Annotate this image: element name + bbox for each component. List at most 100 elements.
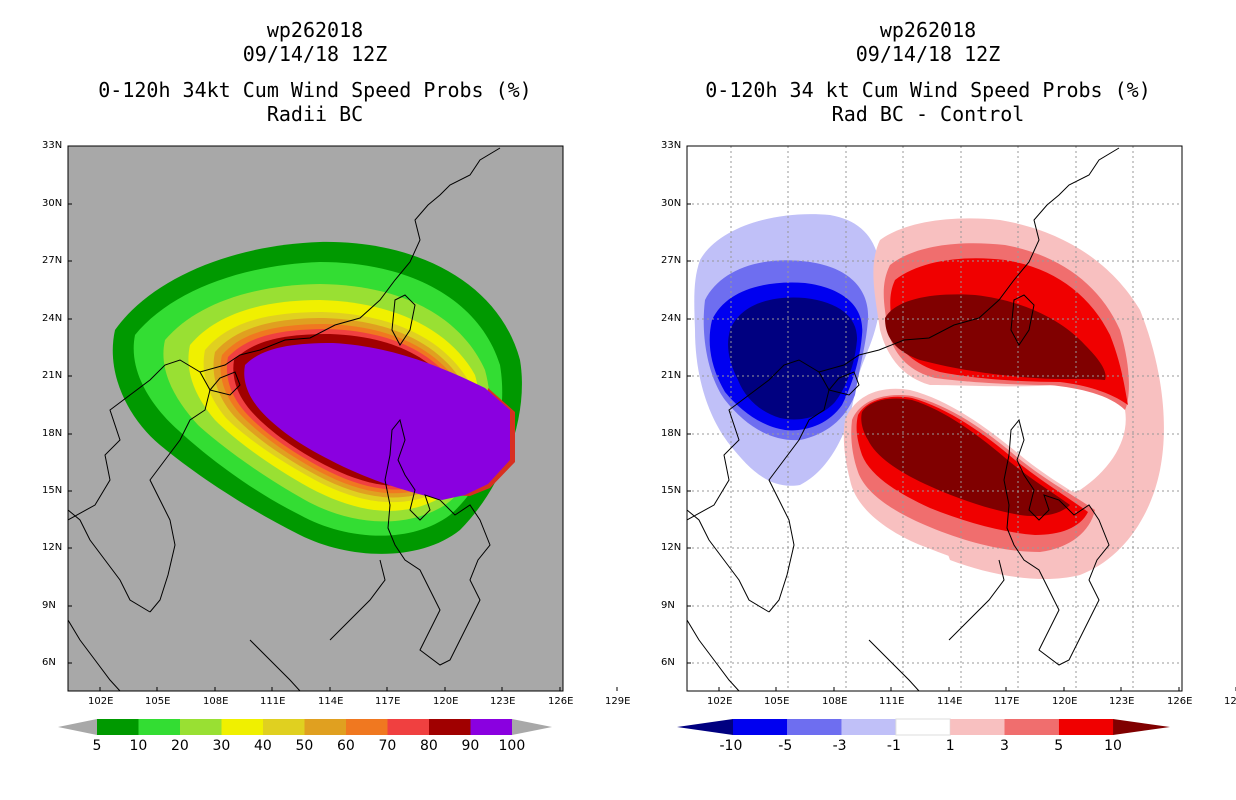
- left-lon-label: 117E: [375, 696, 401, 707]
- right-colorbar-label: -5: [778, 738, 793, 754]
- left-colorbar-swatch: [429, 719, 471, 735]
- left-colorbar-label: 40: [254, 738, 272, 754]
- left-lat-label: 12N: [42, 542, 63, 553]
- left-lat-label: 15N: [42, 485, 63, 496]
- left-lon-label: 102E: [88, 696, 114, 707]
- right-lon-label: 108E: [822, 696, 848, 707]
- right-lon-label: 126E: [1167, 696, 1193, 707]
- left-colorbar-swatch: [180, 719, 222, 735]
- left-colorbar-swatch: [221, 719, 263, 735]
- right-lat-label: 30N: [661, 198, 682, 209]
- left-colorbar-swatch: [263, 719, 305, 735]
- right-colorbar-label: -1: [886, 738, 901, 754]
- right-colorbar-label: 10: [1104, 738, 1122, 754]
- right-lon-label: 120E: [1052, 696, 1078, 707]
- right-colorbar-swatch: [950, 719, 1005, 735]
- left-lon-label: 114E: [318, 696, 344, 707]
- left-lat-label: 33N: [42, 140, 63, 151]
- right-colorbar-label: 3: [1000, 738, 1009, 754]
- left-map: [67, 145, 564, 692]
- right-colorbar-swatch: [733, 719, 788, 735]
- blue-contour-10: [728, 297, 858, 420]
- left-lat-label: 6N: [42, 657, 56, 668]
- left-lat-label: 24N: [42, 313, 63, 324]
- left-colorbar-label: 50: [295, 738, 314, 754]
- right-lon-label: 114E: [937, 696, 963, 707]
- left-map-frame: [67, 145, 564, 692]
- right-map: [686, 145, 1183, 692]
- left-colorbar-label: 60: [337, 738, 355, 754]
- left-colorbar-label: 30: [212, 738, 231, 754]
- left-colorbar-swatch: [346, 719, 388, 735]
- left-title-line3: 0-120h 34kt Cum Wind Speed Probs (%): [98, 78, 532, 102]
- right-lat-label: 9N: [661, 600, 675, 611]
- left-colorbar-swatch: [387, 719, 429, 735]
- left-lon-label: 126E: [548, 696, 574, 707]
- left-title-line4: Radii BC: [266, 102, 364, 126]
- contour-100: [244, 343, 510, 500]
- left-lat-label: 30N: [42, 198, 63, 209]
- right-colorbar-arrow-low: [677, 719, 733, 735]
- left-title: wp262018 09/14/18 12Z 0-120h 34kt Cum Wi…: [35, 18, 595, 126]
- right-lon-label: 105E: [764, 696, 790, 707]
- right-colorbar-label: 1: [945, 738, 955, 754]
- right-title: wp262018 09/14/18 12Z 0-120h 34 kt Cum W…: [648, 18, 1208, 126]
- left-title-line2: 09/14/18 12Z: [242, 42, 388, 66]
- right-colorbar-swatch: [841, 719, 896, 735]
- left-lon-label: 111E: [260, 696, 286, 707]
- left-colorbar-label: 100: [498, 738, 526, 754]
- left-lon-label: 129E: [605, 696, 631, 707]
- right-colorbar-arrow-high: [1113, 719, 1170, 735]
- left-lon-label: 123E: [490, 696, 516, 707]
- left-lat-label: 21N: [42, 370, 63, 381]
- right-colorbar-label: 5: [1054, 738, 1064, 754]
- right-colorbar-swatch: [895, 718, 951, 736]
- left-colorbar-swatch: [304, 719, 346, 735]
- left-colorbar-swatch: [138, 719, 180, 735]
- left-colorbar: [58, 719, 552, 735]
- left-title-line1: wp262018: [266, 18, 364, 42]
- right-lon-label: 117E: [994, 696, 1020, 707]
- left-colorbar-label: 80: [420, 738, 438, 754]
- left-coastlines: [68, 147, 501, 691]
- left-lat-label: 9N: [42, 600, 56, 611]
- right-title-line1: wp262018: [879, 18, 977, 42]
- left-lon-label: 120E: [433, 696, 459, 707]
- left-colorbar-label: 90: [461, 738, 480, 754]
- right-lon-label: 123E: [1109, 696, 1135, 707]
- left-lat-label: 18N: [42, 428, 63, 439]
- right-title-line3: 0-120h 34 kt Cum Wind Speed Probs (%): [705, 78, 1151, 102]
- right-colorbar-label: -10: [719, 738, 743, 754]
- left-colorbar-label: 20: [171, 738, 189, 754]
- right-lat-label: 6N: [661, 657, 675, 668]
- right-map-frame: [686, 145, 1183, 692]
- left-colorbar-swatch: [97, 719, 139, 735]
- right-colorbar-swatch: [1058, 719, 1114, 735]
- right-lat-label: 27N: [661, 255, 682, 266]
- left-colorbar-label: 5: [92, 738, 102, 754]
- right-lon-label: 129E: [1224, 696, 1236, 707]
- left-lat-label: 27N: [42, 255, 63, 266]
- right-lat-label: 15N: [661, 485, 682, 496]
- right-colorbar-swatch: [1004, 719, 1059, 735]
- right-title-line2: 09/14/18 12Z: [855, 42, 1001, 66]
- left-colorbar-arrow-high: [512, 719, 552, 735]
- left-colorbar-label: 10: [129, 738, 148, 754]
- right-lon-label: 111E: [879, 696, 905, 707]
- left-colorbar-swatch: [470, 719, 512, 735]
- left-colorbar-label: 70: [378, 738, 397, 754]
- right-coastlines: [687, 147, 1120, 691]
- right-lat-label: 12N: [661, 542, 682, 553]
- right-lat-label: 18N: [661, 428, 682, 439]
- right-colorbar-label: -3: [832, 738, 847, 754]
- right-colorbar: [677, 718, 1170, 736]
- left-colorbar-arrow-low: [58, 719, 97, 735]
- right-gridlines: [687, 146, 1182, 691]
- red-contour-10-upper: [885, 294, 1106, 380]
- left-lon-label: 108E: [203, 696, 229, 707]
- right-lon-label: 102E: [707, 696, 733, 707]
- tick-marks: [68, 145, 1236, 691]
- left-lon-label: 105E: [145, 696, 171, 707]
- right-title-line4: Rad BC - Control: [831, 102, 1025, 126]
